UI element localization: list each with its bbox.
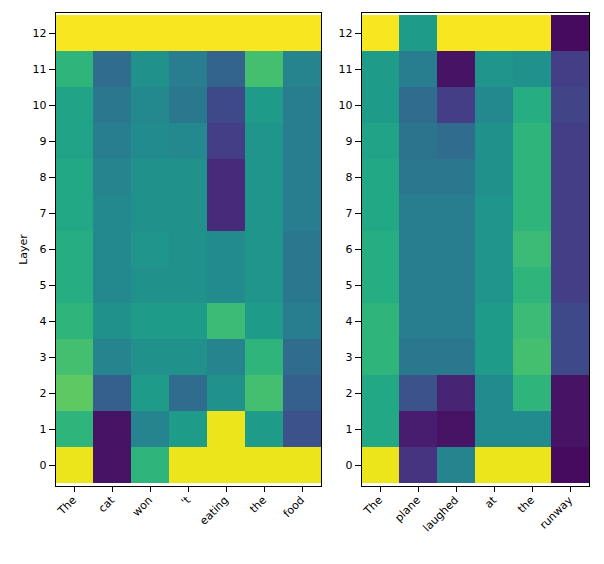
svg-text:the: the — [247, 494, 269, 516]
svg-text:8: 8 — [346, 171, 353, 184]
svg-text:eating: eating — [197, 494, 231, 528]
svg-text:runway: runway — [537, 493, 575, 531]
svg-text:7: 7 — [346, 207, 353, 220]
svg-text:6: 6 — [40, 243, 47, 256]
svg-text:2: 2 — [346, 387, 353, 400]
svg-text:'t: 't — [179, 493, 194, 508]
svg-text:The: The — [361, 494, 386, 519]
svg-text:4: 4 — [40, 315, 47, 328]
svg-text:0: 0 — [346, 459, 353, 472]
svg-text:4: 4 — [346, 315, 353, 328]
svg-text:6: 6 — [346, 243, 353, 256]
svg-text:won: won — [130, 494, 155, 519]
svg-text:11: 11 — [33, 63, 47, 76]
svg-text:3: 3 — [346, 351, 353, 364]
svg-text:The: The — [55, 494, 80, 519]
svg-text:plane: plane — [392, 494, 423, 525]
svg-text:11: 11 — [339, 63, 353, 76]
svg-text:1: 1 — [346, 423, 353, 436]
svg-text:9: 9 — [40, 135, 47, 148]
svg-text:cat: cat — [96, 493, 118, 515]
svg-text:8: 8 — [40, 171, 47, 184]
svg-text:7: 7 — [40, 207, 47, 220]
svg-text:9: 9 — [346, 135, 353, 148]
svg-text:5: 5 — [346, 279, 353, 292]
svg-text:2: 2 — [40, 387, 47, 400]
svg-text:food: food — [281, 494, 307, 520]
svg-text:10: 10 — [339, 99, 353, 112]
svg-text:12: 12 — [33, 27, 47, 40]
svg-text:1: 1 — [40, 423, 47, 436]
svg-text:3: 3 — [40, 351, 47, 364]
svg-text:5: 5 — [40, 279, 47, 292]
svg-text:10: 10 — [33, 99, 47, 112]
svg-text:the: the — [515, 494, 537, 516]
svg-text:Layer: Layer — [17, 234, 30, 265]
svg-text:0: 0 — [40, 459, 47, 472]
svg-text:12: 12 — [339, 27, 353, 40]
svg-text:at: at — [482, 493, 499, 510]
svg-text:laughed: laughed — [420, 494, 461, 535]
